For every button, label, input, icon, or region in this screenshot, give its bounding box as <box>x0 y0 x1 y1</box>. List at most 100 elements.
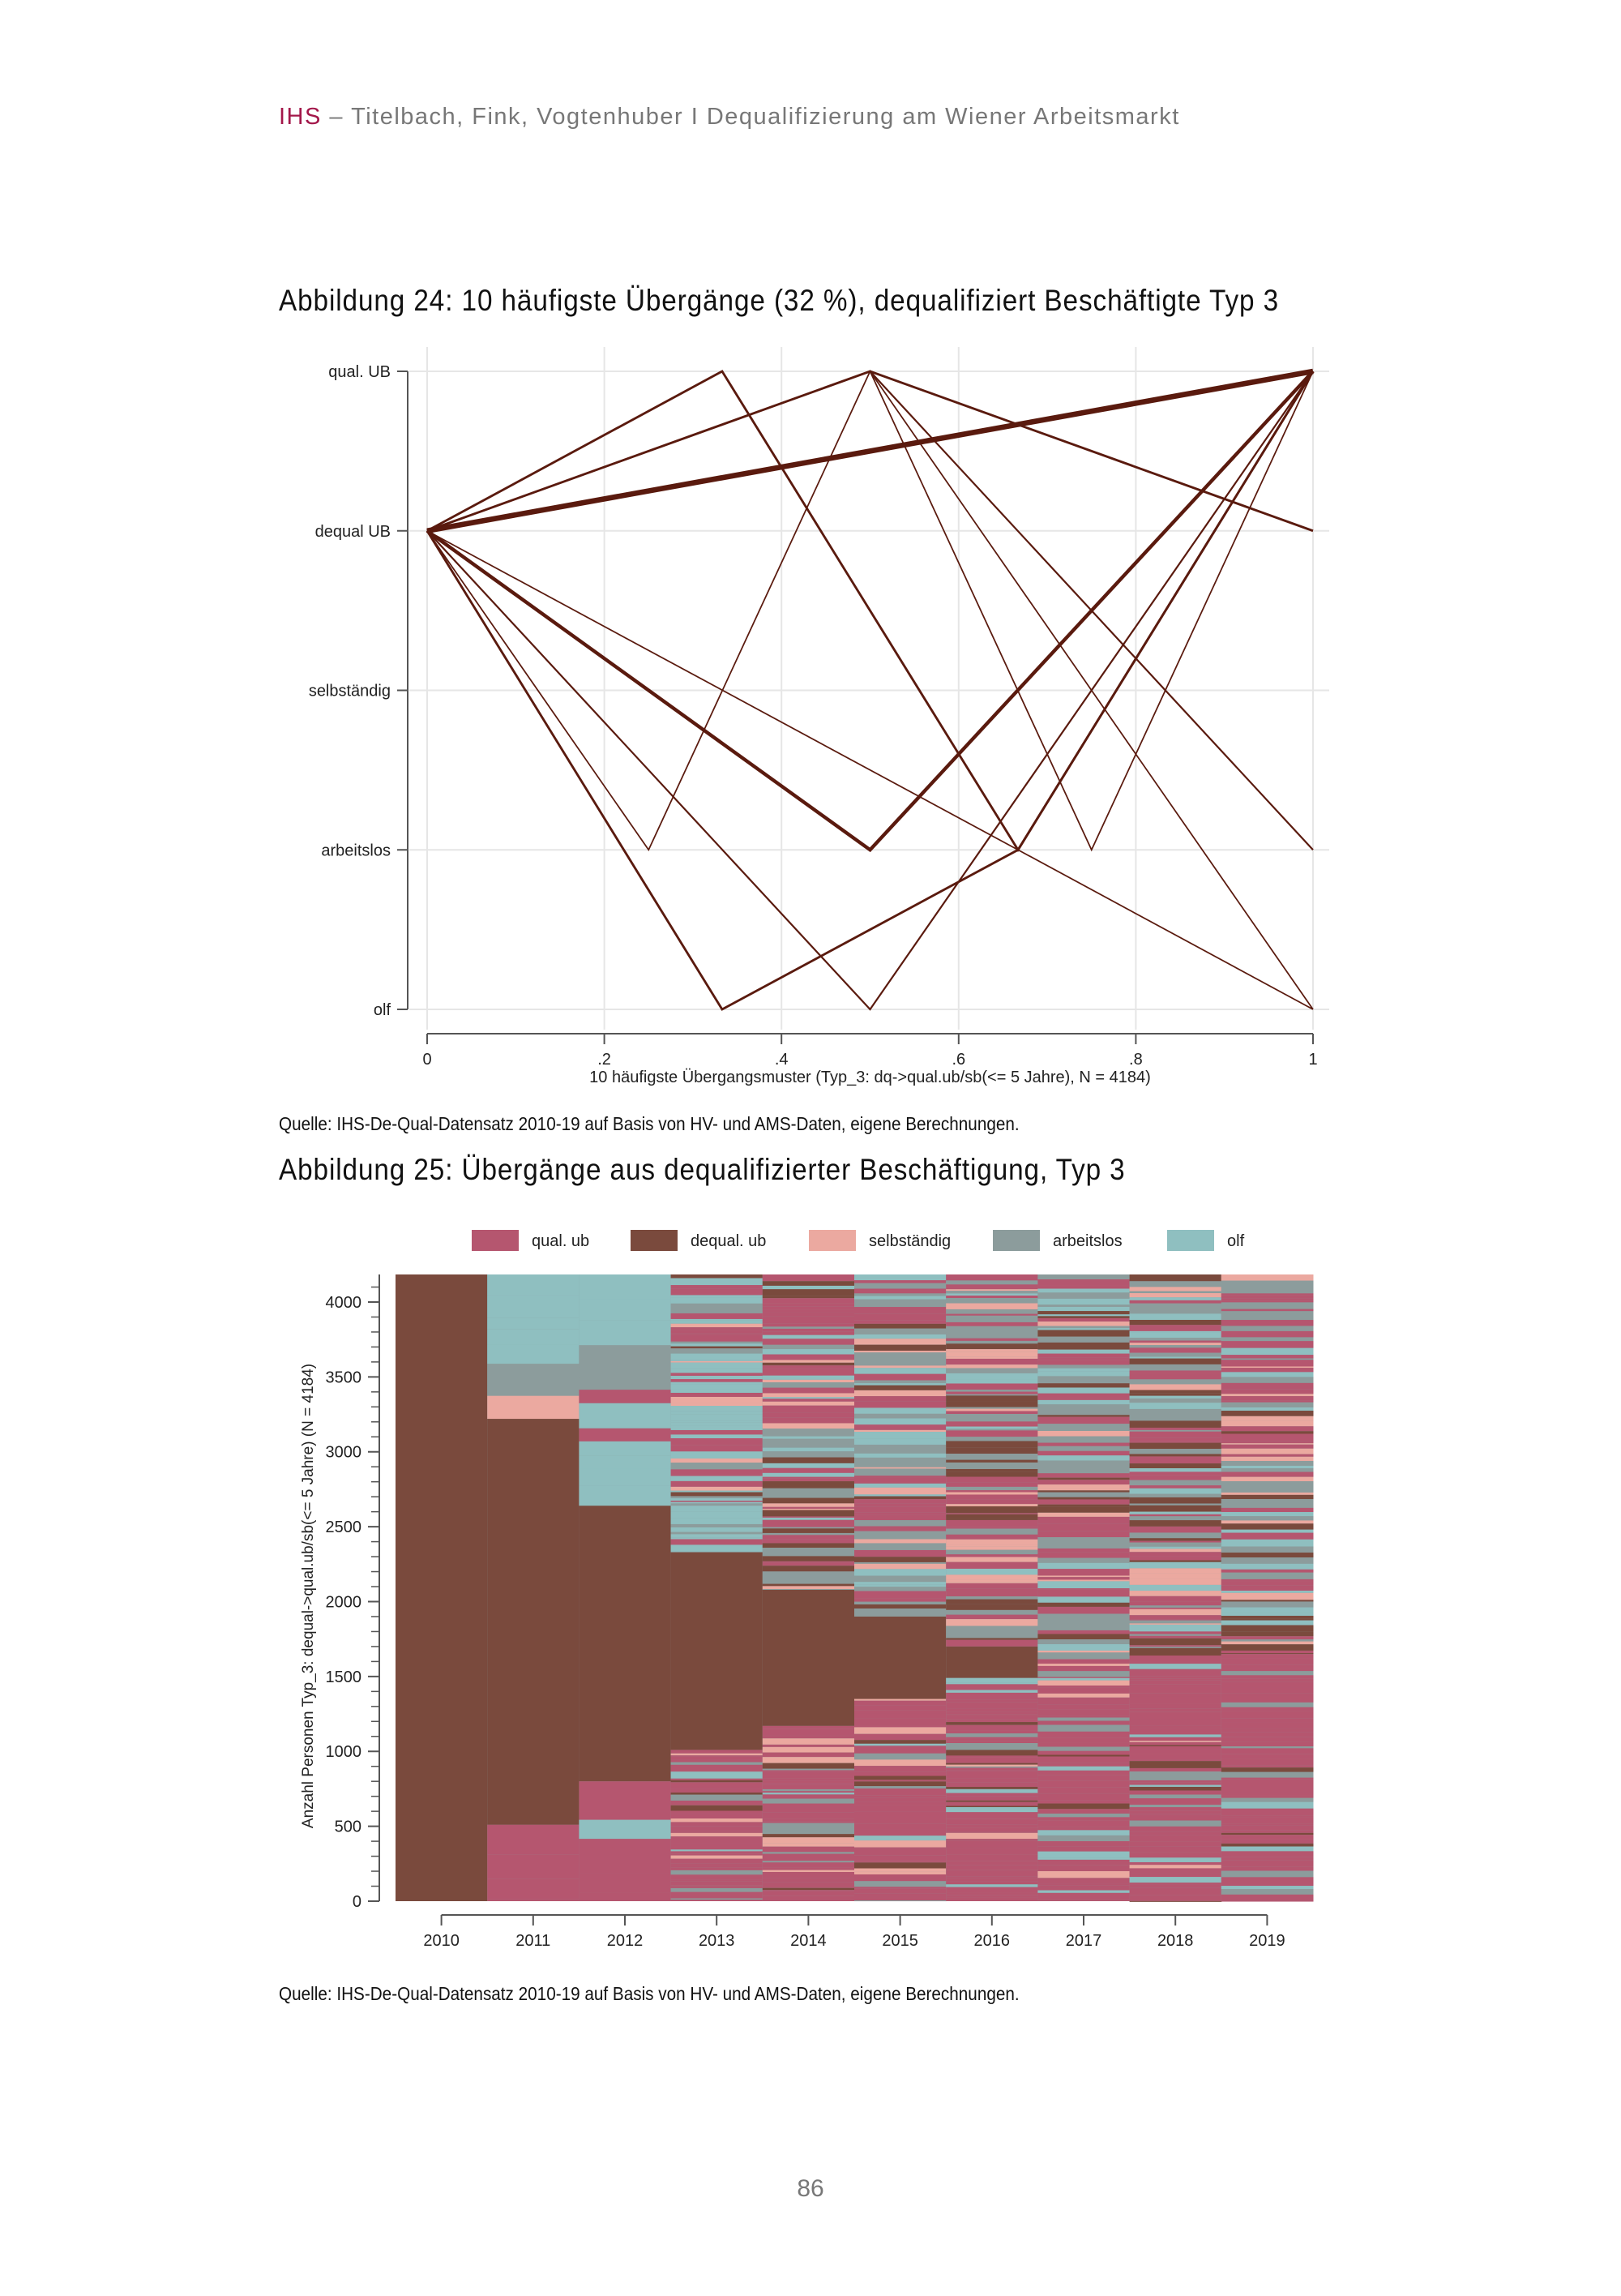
status-band <box>946 1599 1038 1604</box>
status-band <box>762 1566 855 1572</box>
status-band <box>579 1781 672 1820</box>
status-band <box>1221 1732 1314 1737</box>
status-band <box>762 1423 855 1429</box>
status-band <box>1129 1568 1222 1574</box>
status-band <box>1129 1895 1222 1901</box>
status-band <box>1129 1775 1222 1780</box>
status-band <box>1037 1376 1131 1384</box>
status-band <box>1037 1737 1131 1743</box>
status-band <box>1221 1369 1314 1373</box>
status-band <box>1221 1728 1314 1733</box>
x-tick-label: 2011 <box>515 1932 550 1950</box>
column-2015 <box>854 1274 947 1902</box>
status-band <box>487 1395 580 1420</box>
status-band <box>946 1390 1038 1392</box>
status-band <box>1037 1720 1131 1725</box>
status-band <box>1221 1563 1314 1570</box>
status-band <box>854 1893 947 1897</box>
status-band <box>1129 1287 1222 1292</box>
status-band <box>854 1753 947 1760</box>
status-band <box>1221 1377 1314 1383</box>
status-band <box>670 1362 763 1369</box>
status-band <box>762 1735 855 1739</box>
status-band <box>1129 1647 1222 1648</box>
status-band <box>1221 1506 1314 1508</box>
status-band <box>1221 1851 1314 1857</box>
status-band <box>762 1794 855 1799</box>
status-band <box>1129 1676 1222 1679</box>
status-band <box>1221 1592 1314 1600</box>
status-band <box>670 1832 763 1837</box>
status-band <box>487 1854 580 1879</box>
status-band <box>854 1569 947 1576</box>
status-band <box>1221 1771 1314 1778</box>
status-band <box>1129 1865 1222 1869</box>
status-band <box>1129 1619 1222 1621</box>
status-band <box>1221 1866 1314 1871</box>
status-band <box>1129 1442 1222 1450</box>
status-band <box>854 1829 947 1836</box>
status-band <box>1129 1831 1222 1836</box>
status-band <box>1129 1780 1222 1783</box>
status-band <box>1129 1761 1222 1768</box>
status-band <box>670 1755 763 1757</box>
status-band <box>854 1396 947 1402</box>
status-band <box>1037 1360 1131 1365</box>
status-band <box>854 1557 947 1562</box>
status-band <box>854 1320 947 1324</box>
status-band <box>1129 1814 1222 1821</box>
status-band <box>946 1827 1038 1832</box>
status-band <box>670 1323 763 1328</box>
status-band <box>1221 1654 1314 1659</box>
status-band <box>487 1329 580 1345</box>
status-band <box>1221 1431 1314 1434</box>
status-band <box>1129 1534 1222 1539</box>
status-band <box>854 1339 947 1345</box>
status-band <box>854 1776 947 1780</box>
status-band <box>1129 1514 1222 1517</box>
status-band <box>762 1375 855 1380</box>
status-band <box>1037 1523 1131 1531</box>
status-band <box>1129 1332 1222 1339</box>
status-band <box>854 1862 947 1869</box>
status-band <box>946 1513 1038 1514</box>
status-band <box>946 1519 1038 1527</box>
status-band <box>854 1733 947 1738</box>
status-band <box>1129 1631 1222 1634</box>
status-band <box>1129 1319 1222 1326</box>
status-band <box>1129 1532 1222 1535</box>
status-band <box>1037 1531 1131 1538</box>
status-band <box>946 1358 1038 1365</box>
status-band <box>946 1787 1038 1789</box>
status-band <box>1221 1835 1314 1840</box>
status-band <box>670 1375 763 1380</box>
status-band <box>670 1463 763 1470</box>
status-band <box>1037 1750 1131 1755</box>
status-band <box>1129 1857 1222 1862</box>
status-band <box>854 1360 947 1366</box>
status-band <box>1129 1678 1222 1681</box>
status-band <box>1129 1573 1222 1579</box>
status-band <box>1221 1830 1314 1833</box>
status-band <box>762 1349 855 1355</box>
status-band <box>1129 1390 1222 1394</box>
status-band <box>1037 1353 1131 1358</box>
status-band <box>762 1510 855 1517</box>
status-band <box>1037 1555 1131 1558</box>
status-band <box>1129 1708 1222 1712</box>
status-band <box>1037 1780 1131 1788</box>
status-band <box>854 1871 947 1875</box>
status-band <box>1037 1506 1131 1513</box>
status-band <box>946 1416 1038 1422</box>
status-band <box>762 1778 855 1781</box>
status-band <box>1037 1865 1131 1872</box>
status-band <box>1129 1810 1222 1814</box>
status-band <box>854 1503 947 1507</box>
status-band <box>854 1561 947 1564</box>
status-band <box>946 1492 1038 1495</box>
status-band <box>1221 1499 1314 1501</box>
status-band <box>946 1682 1038 1685</box>
status-band <box>946 1737 1038 1739</box>
status-band <box>487 1878 580 1900</box>
status-band <box>579 1403 672 1429</box>
